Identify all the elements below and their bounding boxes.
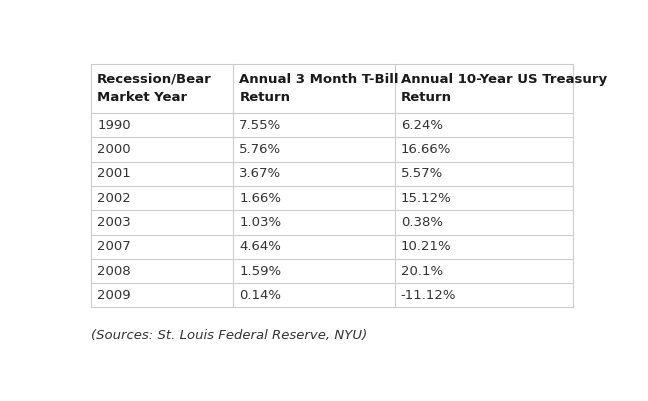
Text: 2003: 2003 <box>97 216 131 229</box>
Text: 4.64%: 4.64% <box>239 240 281 253</box>
Text: 6.24%: 6.24% <box>401 119 443 132</box>
Text: 2000: 2000 <box>97 143 131 156</box>
Text: 3.67%: 3.67% <box>239 167 281 180</box>
Text: 7.55%: 7.55% <box>239 119 281 132</box>
Text: 1990: 1990 <box>97 119 131 132</box>
Text: 2009: 2009 <box>97 289 131 302</box>
Text: 5.76%: 5.76% <box>239 143 281 156</box>
Text: 0.38%: 0.38% <box>401 216 443 229</box>
Text: (Sources: St. Louis Federal Reserve, NYU): (Sources: St. Louis Federal Reserve, NYU… <box>91 329 367 342</box>
Text: 0.14%: 0.14% <box>239 289 281 302</box>
Text: 1.03%: 1.03% <box>239 216 281 229</box>
Text: -11.12%: -11.12% <box>401 289 456 302</box>
Text: 5.57%: 5.57% <box>401 167 443 180</box>
Text: Annual 10-Year US Treasury
Return: Annual 10-Year US Treasury Return <box>401 73 607 104</box>
Text: 10.21%: 10.21% <box>401 240 452 253</box>
Text: 2007: 2007 <box>97 240 131 253</box>
Text: 16.66%: 16.66% <box>401 143 451 156</box>
Text: 15.12%: 15.12% <box>401 192 452 205</box>
Text: 1.66%: 1.66% <box>239 192 281 205</box>
Text: 2002: 2002 <box>97 192 131 205</box>
Text: 1.59%: 1.59% <box>239 265 281 277</box>
Text: 20.1%: 20.1% <box>401 265 443 277</box>
Text: 2008: 2008 <box>97 265 131 277</box>
Text: Recession/Bear
Market Year: Recession/Bear Market Year <box>97 73 212 104</box>
Text: 2001: 2001 <box>97 167 131 180</box>
Text: Annual 3 Month T-Bill
Return: Annual 3 Month T-Bill Return <box>239 73 399 104</box>
